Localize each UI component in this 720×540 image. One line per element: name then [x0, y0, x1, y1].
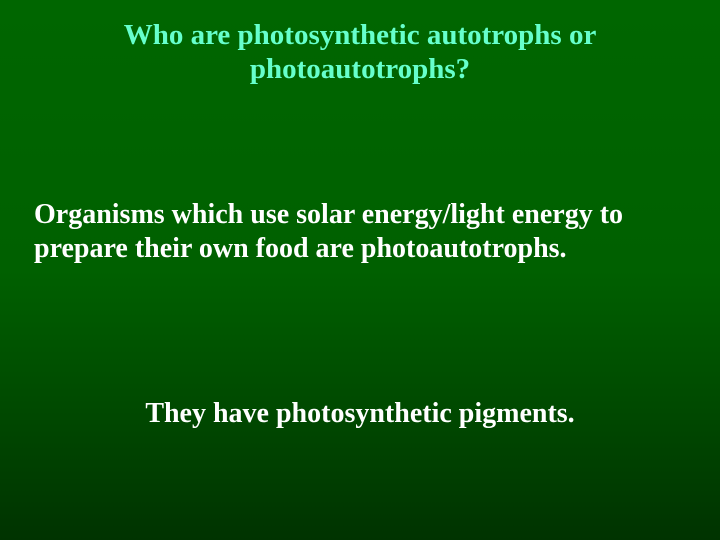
slide-body-paragraph-2: They have photosynthetic pigments. — [0, 398, 720, 430]
slide-title: Who are photosynthetic autotrophs or pho… — [0, 18, 720, 86]
slide: Who are photosynthetic autotrophs or pho… — [0, 0, 720, 540]
slide-body-paragraph-1: Organisms which use solar energy/light e… — [34, 198, 694, 266]
